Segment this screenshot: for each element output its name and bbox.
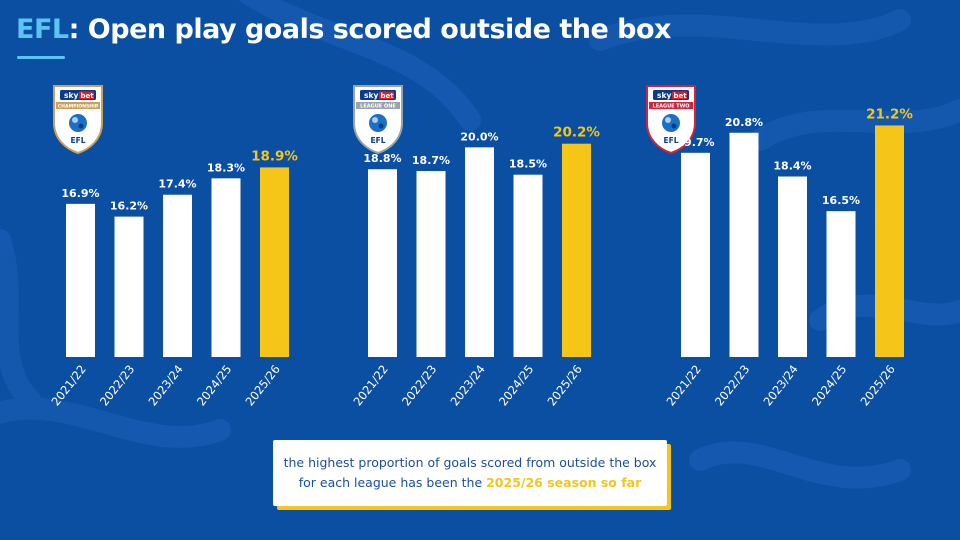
bar-chart-league-two: 19.7% 2021/22 20.8% 2022/23 18.4% 2023/24 16.5… (663, 106, 913, 408)
league-logo-league-one: sky bet LEAGUE ONE EFL (350, 83, 406, 155)
logo-org: EFL (370, 136, 385, 145)
logo-sponsor-a: sky (64, 91, 78, 100)
league-logo-championship: sky bet CHAMPIONSHIP EFL (50, 83, 106, 155)
bar-2025-26 (260, 167, 289, 357)
data-label-2023-24: 18.4% (773, 160, 811, 173)
tick-label-2024-25: 2024/25 (194, 362, 234, 408)
tick-label-2022-23: 2022/23 (712, 362, 752, 408)
data-label-2022-23: 20.8% (725, 116, 763, 129)
bar-chart-league-one: 18.8% 2021/22 18.7% 2022/23 20.0% 2023/24 18.5… (350, 125, 600, 409)
tick-label-2021-22: 2021/22 (48, 362, 88, 408)
bar-chart-championship: 16.9% 2021/22 16.2% 2022/23 17.4% 2023/24 18.3… (48, 148, 298, 408)
data-label-2025-26: 21.2% (866, 106, 913, 122)
tick-label-2025-26: 2025/26 (857, 362, 897, 408)
logo-org: EFL (663, 136, 678, 145)
data-label-2025-26: 18.9% (251, 148, 298, 164)
insight-callout: the highest proportion of goals scored f… (273, 440, 667, 506)
data-label-2025-26: 20.2% (553, 125, 600, 141)
data-label-2022-23: 18.7% (412, 154, 450, 167)
logo-sponsor-b: bet (81, 92, 95, 100)
bar-2021-22 (66, 203, 95, 357)
tick-label-2021-22: 2021/22 (350, 362, 390, 408)
bar-2025-26 (562, 143, 591, 357)
tick-label-2023-24: 2023/24 (447, 362, 487, 408)
data-label-2024-25: 18.5% (509, 158, 547, 171)
logo-sponsor-b: bet (674, 92, 688, 100)
tick-label-2025-26: 2025/26 (242, 362, 282, 408)
logo-league-name: LEAGUE TWO (653, 104, 690, 110)
chart-panel-league-two: sky bet LEAGUE TWO EFL 19.7% 2021/22 20.8%… (646, 0, 955, 430)
data-label-2023-24: 17.4% (158, 178, 196, 191)
bar-2025-26 (875, 125, 904, 357)
tick-label-2022-23: 2022/23 (97, 362, 137, 408)
logo-league-name: CHAMPIONSHIP (58, 104, 99, 110)
callout-line-1: the highest proportion of goals scored f… (283, 455, 657, 470)
callout-line-2: for each league has been the 2025/26 sea… (299, 473, 642, 493)
bar-2022-23 (729, 132, 759, 357)
title-accent: EFL (16, 14, 69, 45)
tick-label-2024-25: 2024/25 (809, 362, 849, 408)
bar-2024-25 (211, 178, 241, 357)
logo-league-name: LEAGUE ONE (360, 104, 396, 110)
logo-org: EFL (70, 136, 85, 145)
callout-line-2-prefix: for each league has been the (298, 475, 487, 490)
chart-panel-league-one: sky bet LEAGUE ONE EFL 18.8% 2021/22 18.7%… (342, 0, 642, 430)
bar-2022-23 (416, 171, 446, 357)
data-label-2022-23: 16.2% (110, 200, 148, 213)
bar-2023-24 (465, 147, 494, 357)
chart-panel-championship: sky bet CHAMPIONSHIP EFL 16.9% 2021/22 16.… (40, 0, 340, 430)
bar-2024-25 (826, 211, 856, 357)
bar-2021-22 (681, 152, 710, 357)
data-label-2023-24: 20.0% (460, 130, 498, 143)
data-label-2021-22: 18.8% (363, 152, 401, 165)
bar-2023-24 (163, 194, 192, 357)
bar-2024-25 (513, 174, 543, 357)
tick-label-2024-25: 2024/25 (496, 362, 536, 408)
tick-label-2021-22: 2021/22 (663, 362, 703, 408)
callout-highlight: 2025/26 season so far (486, 475, 642, 490)
data-label-2021-22: 16.9% (61, 187, 99, 200)
tick-label-2025-26: 2025/26 (544, 362, 584, 408)
logo-sponsor-b: bet (381, 92, 395, 100)
title-underline (17, 56, 65, 59)
logo-sponsor-a: sky (364, 91, 378, 100)
title-text: : Open play goals scored outside the box (68, 14, 672, 45)
league-logo-league-two: sky bet LEAGUE TWO EFL (643, 83, 699, 155)
bar-2022-23 (114, 216, 144, 357)
logo-sponsor-a: sky (657, 91, 671, 100)
tick-label-2023-24: 2023/24 (145, 362, 185, 408)
tick-label-2022-23: 2022/23 (399, 362, 439, 408)
tick-label-2023-24: 2023/24 (760, 362, 800, 408)
bar-2021-22 (368, 169, 397, 357)
page-title: EFL: Open play goals scored outside the … (16, 14, 671, 45)
bar-2023-24 (778, 176, 807, 357)
data-label-2024-25: 18.3% (207, 161, 245, 174)
data-label-2021-22: 19.7% (676, 136, 714, 149)
data-label-2024-25: 16.5% (822, 194, 860, 207)
